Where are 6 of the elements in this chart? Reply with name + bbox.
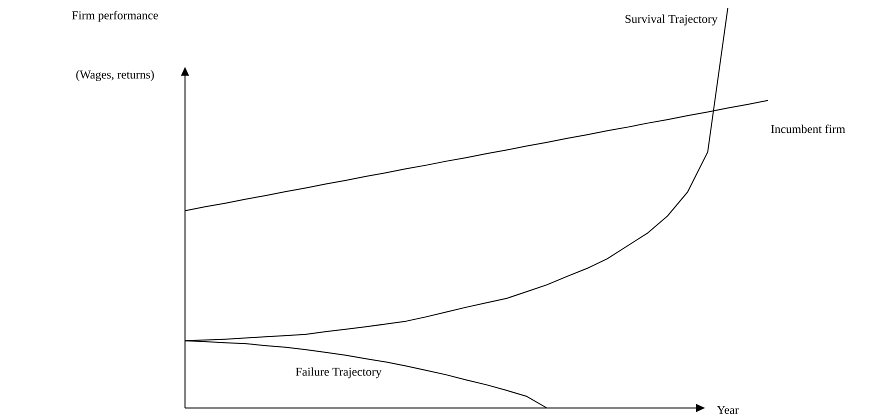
series-label: Survival Trajectory (626, 14, 718, 26)
text: Incumbent firm (771, 124, 846, 134)
series-label: Failure Trajectory (296, 367, 382, 378)
x-axis-title: Year (716, 406, 739, 414)
text: (Wages, returns) (76, 70, 154, 82)
y-axis-title: Firm performance (72, 10, 158, 22)
